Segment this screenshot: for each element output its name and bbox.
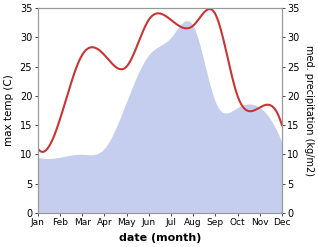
Y-axis label: med. precipitation (kg/m2): med. precipitation (kg/m2) — [304, 45, 314, 176]
Y-axis label: max temp (C): max temp (C) — [4, 75, 14, 146]
X-axis label: date (month): date (month) — [119, 233, 201, 243]
